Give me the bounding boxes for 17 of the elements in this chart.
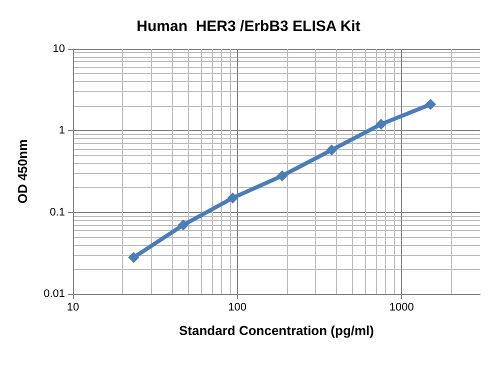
chart-title: Human HER3 /ErbB3 ELISA Kit xyxy=(136,18,360,35)
x-tick-label: 1000 xyxy=(389,302,414,314)
point xyxy=(227,192,238,204)
point xyxy=(326,144,338,156)
y-axis-title: OD 450nm xyxy=(15,139,30,204)
point xyxy=(276,170,288,182)
x-axis-title: Standard Concentration (pg/ml) xyxy=(179,323,374,338)
point xyxy=(425,98,436,110)
y-tick-label: 0.1 xyxy=(50,206,65,218)
y-tick-label: 10 xyxy=(52,43,65,55)
point xyxy=(178,219,189,230)
x-tick-label: 10 xyxy=(66,302,80,314)
point xyxy=(128,252,140,263)
y-tick-label: 0.01 xyxy=(44,288,65,300)
y-tick-label: 1 xyxy=(58,124,65,137)
point xyxy=(376,118,387,130)
x-tick-label: 100 xyxy=(228,302,246,314)
